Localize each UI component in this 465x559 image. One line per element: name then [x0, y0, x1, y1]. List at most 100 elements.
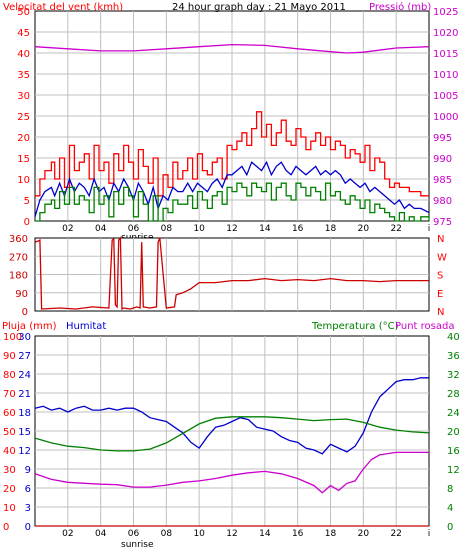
p3-x-tick-label: 20 — [358, 529, 370, 539]
p3-x-tick-label: i — [428, 529, 431, 539]
p3-x-tick-label: 12 — [226, 529, 237, 539]
chart-title: 24 hour graph day : 21 Mayo 2011 — [172, 2, 346, 13]
pressure-y-tick-label: 1020 — [433, 28, 458, 39]
rain-y-tick-label: 60 — [3, 408, 16, 419]
series-line-dewpoint — [34, 451, 429, 494]
temperature-y-tick-label: 12 — [447, 465, 460, 476]
p1-x-tick-label: 04 — [95, 224, 107, 234]
humidity-axis-label: Humitat — [66, 321, 106, 332]
rain-y-tick-label: 10 — [3, 503, 16, 514]
pressure-axis-label: Pressió (mb) — [369, 1, 431, 13]
p1-x-tick-label: 18 — [325, 224, 337, 234]
wind-y-tick-label: 45 — [17, 28, 30, 39]
series-line-temperature — [34, 416, 430, 452]
p1-x-tick-label: 08 — [161, 224, 173, 234]
pressure-y-tick-label: 1000 — [433, 112, 458, 123]
humidity-y-tick-label: 0 — [25, 522, 31, 533]
rain-y-tick-label: 30 — [3, 465, 16, 476]
direction-y-tick-label: 0 — [22, 307, 28, 318]
p1-x-tick-label: 06 — [128, 224, 140, 234]
humidity-y-tick-label: 6 — [25, 484, 31, 495]
wind-x-axis: 02 04 06 08 10 12 14 16 18 20 22 i — [62, 224, 430, 234]
series-line-direction — [34, 236, 429, 311]
p1-x-tick-label: 14 — [259, 224, 271, 234]
p1-x-tick-label: 16 — [292, 224, 304, 234]
pressure-y-tick-label: 985 — [433, 175, 452, 186]
wind-y-axis-left: 0 5 10 15 20 25 30 35 40 45 50 — [17, 7, 30, 228]
pressure-y-tick-label: 1005 — [433, 91, 458, 102]
temperature-y-axis-right: 0 4 8 12 16 20 24 28 32 36 40 — [447, 332, 460, 533]
rain-y-tick-label: 80 — [3, 370, 16, 381]
wind-y-tick-label: 0 — [24, 217, 30, 228]
p3-x-tick-label: 22 — [390, 529, 401, 539]
temperature-axis-label: Temperatura (°C) — [311, 321, 399, 332]
wind-y-tick-label: 5 — [24, 196, 30, 207]
p3-x-tick-label: 10 — [193, 529, 205, 539]
rain-y-tick-label: 0 — [3, 522, 9, 533]
temperature-series — [34, 377, 430, 527]
temperature-y-tick-label: 4 — [447, 503, 453, 514]
p1-x-tick-label: 12 — [226, 224, 237, 234]
temperature-y-tick-label: 8 — [447, 484, 453, 495]
direction-grid — [35, 238, 429, 311]
rain-y-tick-label: 40 — [3, 446, 16, 457]
temperature-x-axis: 02 04 06 08 10 12 14 16 18 20 22 i — [62, 529, 430, 539]
humidity-y-tick-label: 21 — [18, 389, 31, 400]
rain-y-tick-label: 90 — [3, 351, 16, 362]
humidity-y-tick-label: 30 — [18, 332, 31, 343]
pressure-y-tick-label: 980 — [433, 196, 452, 207]
pressure-y-tick-label: 995 — [433, 133, 452, 144]
series-line-pressure — [34, 43, 430, 54]
p3-x-tick-label: 02 — [62, 529, 73, 539]
compass-tick-label: W — [437, 252, 447, 263]
temperature-y-tick-label: 36 — [447, 351, 460, 362]
rain-y-tick-label: 50 — [3, 427, 16, 438]
series-line-gust — [35, 111, 429, 197]
wind-y-tick-label: 40 — [17, 49, 30, 60]
humidity-y-tick-label: 24 — [18, 370, 31, 381]
rain-y-tick-label: 20 — [3, 484, 16, 495]
p3-x-tick-label: 06 — [128, 529, 140, 539]
humidity-y-tick-label: 12 — [18, 446, 31, 457]
p1-x-tick-label: 20 — [358, 224, 370, 234]
direction-y-axis-left: 0 90 180 270 360 — [9, 234, 28, 318]
wind-y-tick-label: 50 — [17, 7, 30, 18]
pressure-y-tick-label: 1025 — [433, 7, 458, 18]
wind-y-tick-label: 25 — [17, 112, 30, 123]
direction-y-tick-label: 360 — [9, 234, 28, 245]
p1-x-tick-label: 10 — [193, 224, 205, 234]
compass-tick-label: N — [437, 234, 444, 245]
wind-y-tick-label: 15 — [17, 154, 30, 165]
wind-series — [34, 43, 430, 222]
p1-x-tick-label: 02 — [62, 224, 73, 234]
direction-series — [34, 236, 429, 311]
humidity-y-tick-label: 3 — [25, 503, 31, 514]
pressure-y-tick-label: 1010 — [433, 70, 458, 81]
humidity-temperature-panel: 0102030405060708090100036912151821242730… — [2, 321, 460, 550]
wind-y-tick-label: 20 — [17, 133, 30, 144]
pressure-y-axis-right: 975 980 985 990 995 1000 1005 1010 1015 1020 1025 — [433, 7, 458, 228]
temperature-y-tick-label: 40 — [447, 332, 460, 343]
humidity-y-tick-label: 18 — [18, 408, 31, 419]
direction-y-tick-label: 180 — [9, 271, 28, 282]
dewpoint-axis-label: Punt rosada — [395, 321, 454, 332]
p3-x-tick-label: 18 — [325, 529, 337, 539]
compass-tick-label: E — [437, 289, 443, 300]
direction-y-tick-label: 270 — [9, 252, 28, 263]
compass-tick-label: S — [437, 271, 443, 282]
series-line-humidity — [34, 377, 429, 455]
p3-x-tick-label: 14 — [259, 529, 271, 539]
temperature-y-tick-label: 28 — [447, 389, 460, 400]
p1-x-tick-label: i — [428, 224, 431, 234]
rain-y-tick-label: 70 — [3, 389, 16, 400]
temperature-y-tick-label: 32 — [447, 370, 460, 381]
temperature-y-tick-label: 24 — [447, 408, 460, 419]
direction-y-tick-label: 90 — [15, 289, 28, 300]
wind-y-tick-label: 30 — [17, 91, 30, 102]
humidity-y-tick-label: 9 — [25, 465, 31, 476]
pressure-y-tick-label: 975 — [433, 217, 452, 228]
